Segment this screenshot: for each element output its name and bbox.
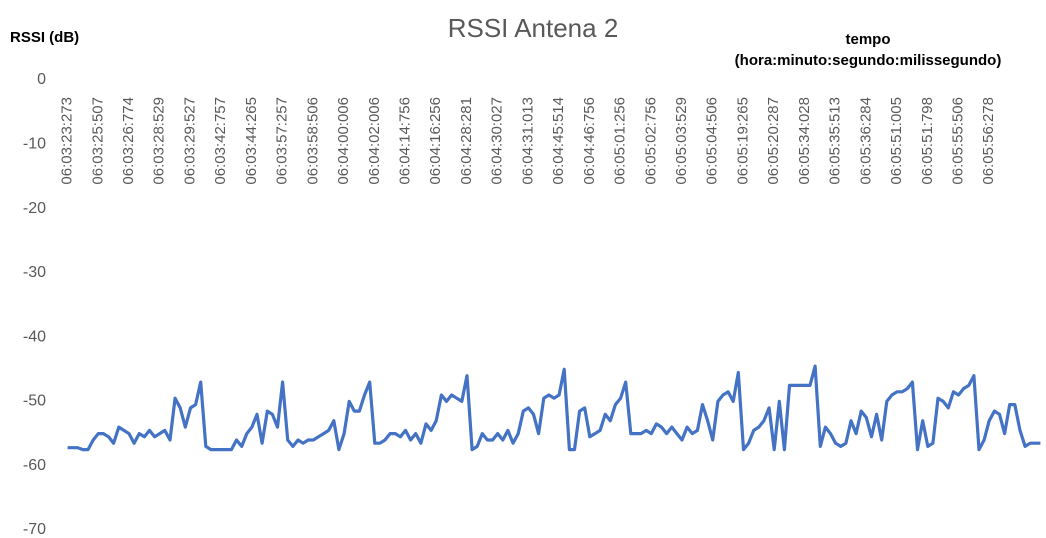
- x-tick-label: 06:05:36:284: [857, 97, 874, 185]
- y-tick-label: 0: [37, 71, 46, 88]
- y-tick-label: -70: [23, 521, 46, 538]
- x-tick-label: 06:05:01:256: [612, 97, 629, 185]
- x-axis-label: tempo: [846, 31, 891, 48]
- x-tick-label: 06:03:44:265: [243, 97, 260, 185]
- x-tick-label: 06:03:28:529: [151, 97, 168, 185]
- x-tick-label: 06:03:29:527: [181, 97, 198, 185]
- x-tick-label: 06:05:02:756: [642, 97, 659, 185]
- y-axis-label: RSSI (dB): [10, 29, 79, 46]
- x-tick-label: 06:03:23:273: [59, 97, 76, 185]
- x-tick-label: 06:05:35:513: [827, 97, 844, 185]
- x-tick-label: 06:04:00:006: [335, 97, 352, 185]
- data-line: [67, 364, 1041, 452]
- x-tick-label: 06:03:58:506: [304, 97, 321, 185]
- x-tick-label: 06:04:14:756: [396, 97, 413, 185]
- y-tick-label: -50: [23, 393, 46, 410]
- y-tick-label: -30: [23, 264, 46, 281]
- y-tick-label: -40: [23, 328, 46, 345]
- x-tick-label: 06:05:03:529: [673, 97, 690, 185]
- x-tick-label: 06:04:45:514: [550, 97, 567, 185]
- chart-title: RSSI Antena 2: [448, 13, 619, 43]
- x-tick-label: 06:05:20:287: [765, 97, 782, 185]
- x-tick-label: 06:04:16:256: [427, 97, 444, 185]
- x-tick-label: 06:04:02:006: [366, 97, 383, 185]
- x-tick-label: 06:04:31:013: [519, 97, 536, 185]
- x-tick-label: 06:05:51:005: [888, 97, 905, 185]
- x-tick-label: 06:05:51:798: [919, 97, 936, 185]
- x-tick-label: 06:05:19:265: [734, 97, 751, 185]
- x-tick-label: 06:05:04:506: [704, 97, 721, 185]
- y-tick-label: -60: [23, 457, 46, 474]
- x-axis-label: (hora:minuto:segundo:milissegundo): [735, 52, 1002, 69]
- x-tick-label: 06:04:28:281: [458, 97, 475, 185]
- x-tick-label: 06:05:55:506: [949, 97, 966, 185]
- x-tick-label: 06:03:42:757: [212, 97, 229, 185]
- x-tick-label: 06:05:34:028: [796, 97, 813, 185]
- x-tick-label: 06:03:57:257: [274, 97, 291, 185]
- x-tick-label: 06:05:56:278: [980, 97, 997, 185]
- y-tick-label: -10: [23, 136, 46, 153]
- x-tick-label: 06:03:26:774: [120, 97, 137, 185]
- x-tick-label: 06:04:30:027: [489, 97, 506, 185]
- x-tick-label: 06:03:25:507: [89, 97, 106, 185]
- y-tick-label: -20: [23, 200, 46, 217]
- x-tick-label: 06:04:46:756: [581, 97, 598, 185]
